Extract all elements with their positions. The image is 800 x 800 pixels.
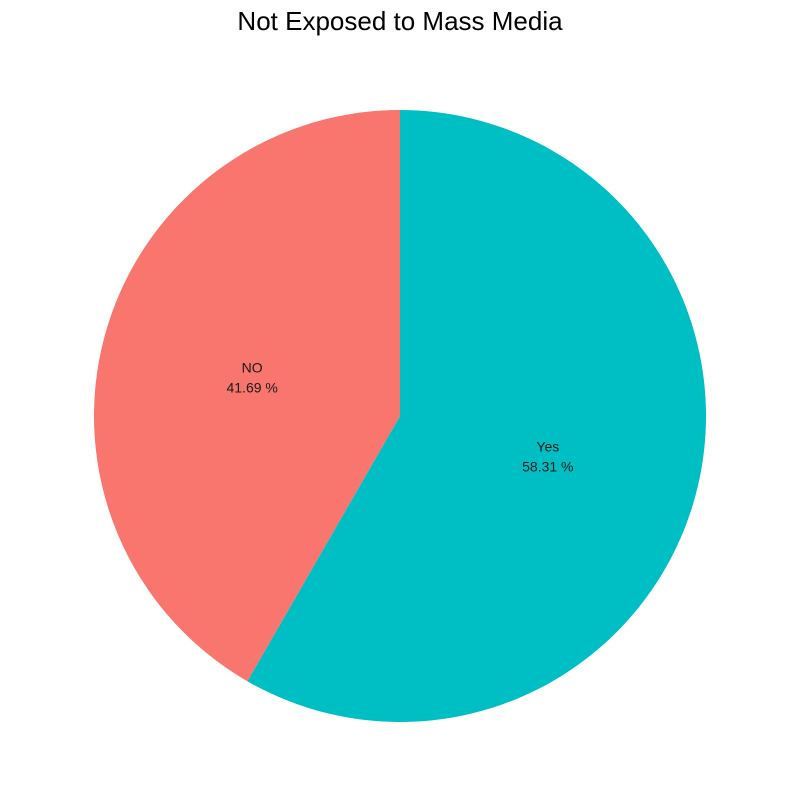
slice-category-label: NO (242, 360, 263, 376)
slice-percent-label: 41.69 % (226, 380, 277, 396)
pie-slice-no (94, 110, 401, 682)
slice-category-label: Yes (536, 438, 559, 454)
pie-labels: Yes 58.31 % NO 41.69 % (226, 360, 573, 475)
pie-slices (94, 110, 706, 722)
chart-title: Not Exposed to Mass Media (237, 6, 563, 36)
slice-percent-label: 58.31 % (522, 458, 573, 474)
pie-slice-yes (247, 110, 706, 722)
